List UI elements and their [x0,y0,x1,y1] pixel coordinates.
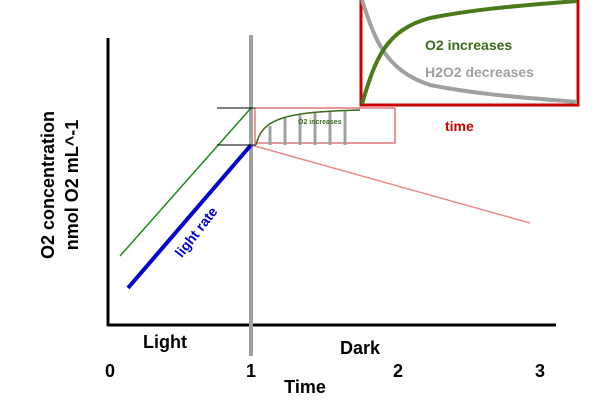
inset-h2o2-label: H2O2 decreases [425,64,534,80]
light-label: Light [143,332,187,352]
x-axis-label: Time [284,377,326,397]
small-inset-bars [268,111,347,145]
h2o2-curve [360,0,578,104]
inset-x-label: time [445,118,474,134]
green-line [119,107,252,257]
inset-o2-label: O2 increases [425,37,512,53]
inset-box [359,0,580,107]
y-axis-label: nmol O2 mL^-1 [62,120,82,251]
small-inset-curve [255,109,361,146]
o2-curve [360,0,578,105]
x-tick-label: 0 [105,361,115,381]
small-inset-box [254,107,396,144]
light-rate-line [126,143,253,290]
y-axis-label: O2 concentration [38,111,58,259]
x-tick-label: 3 [535,361,545,381]
x-tick-label: 2 [393,361,403,381]
small-inset-label: O2 increases [298,119,342,126]
x-tick-label: 1 [246,361,256,381]
dark-rate-line [250,144,531,224]
dark-label: Dark [340,338,381,358]
